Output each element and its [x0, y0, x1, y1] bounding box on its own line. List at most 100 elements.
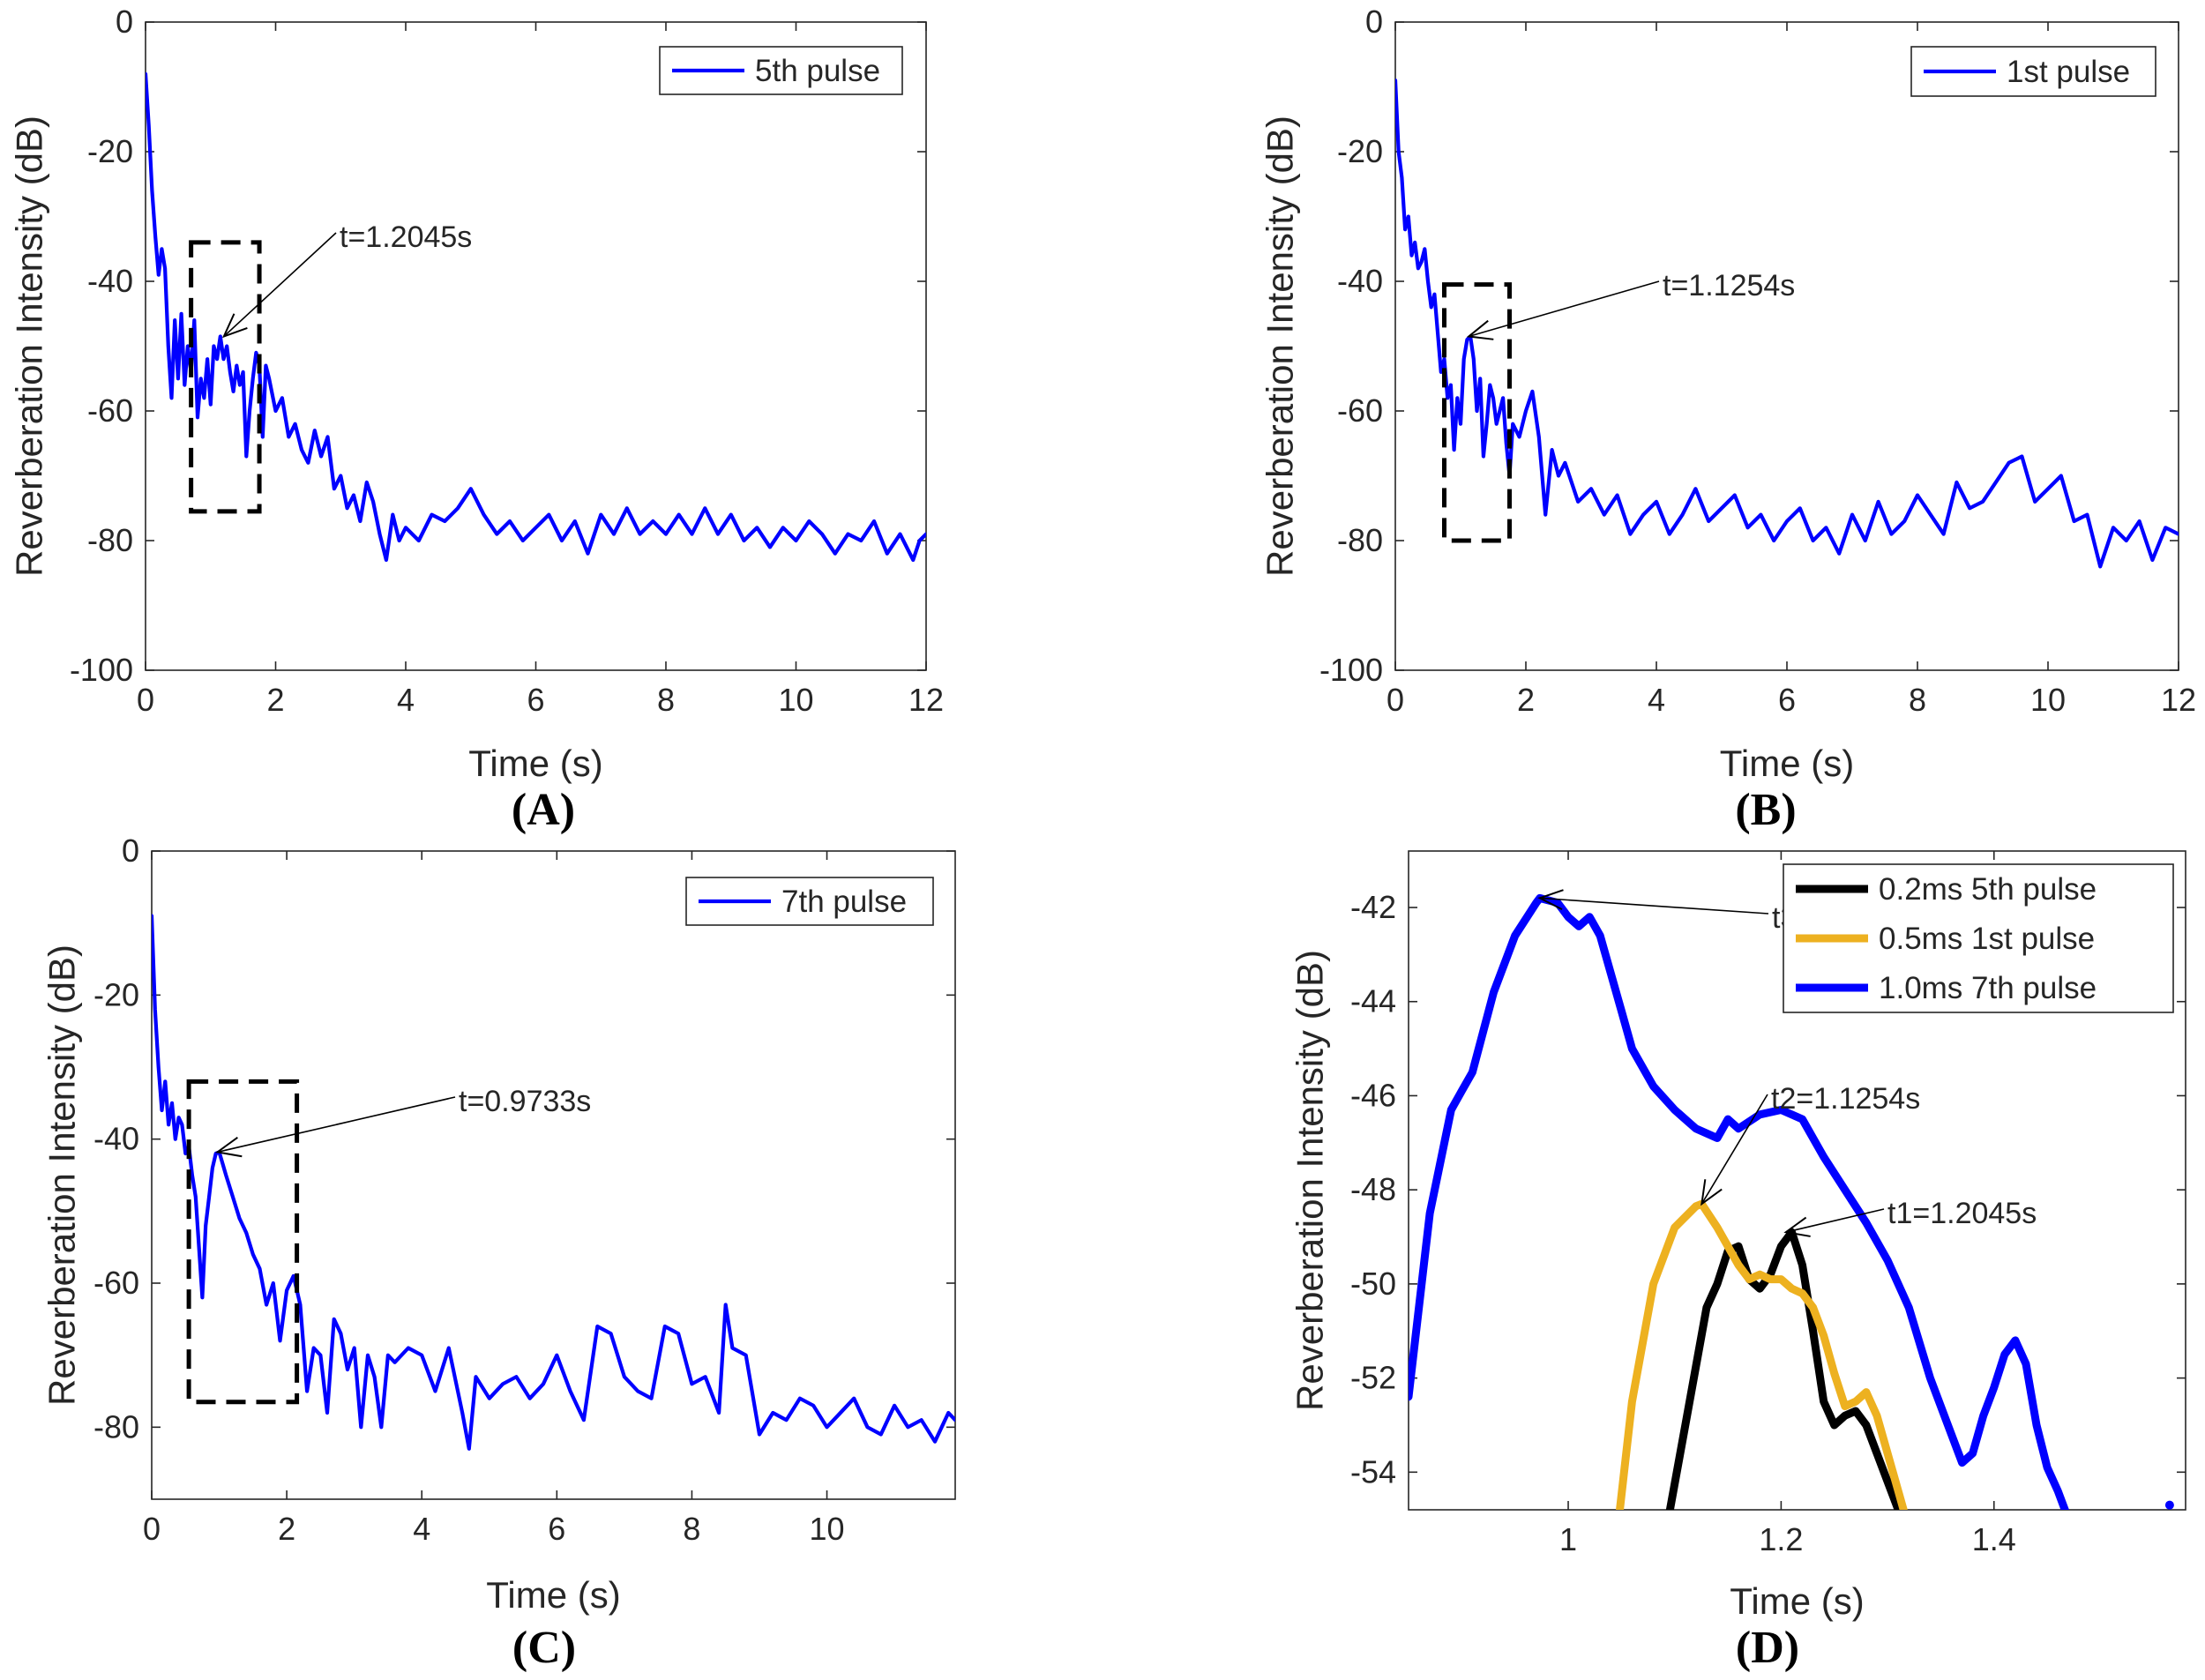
y-tick-label: -40	[1337, 263, 1383, 299]
panel-label: (D)	[1736, 1623, 1799, 1673]
panel-label: (C)	[512, 1623, 576, 1673]
plot-area	[146, 71, 926, 563]
legend-label: 5th pulse	[755, 54, 880, 88]
y-tick-label: -40	[93, 1121, 139, 1157]
y-tick-label: -60	[93, 1265, 139, 1301]
annotation-arrow-line	[1700, 1094, 1768, 1205]
x-tick-label: 6	[527, 682, 544, 718]
y-tick-label: -46	[1350, 1077, 1396, 1113]
x-tick-label: 8	[683, 1511, 700, 1547]
y-tick-label: -80	[87, 522, 133, 558]
y-tick-label: -48	[1350, 1171, 1396, 1207]
legend-label: 0.5ms 1st pulse	[1879, 922, 2095, 956]
y-tick-label: -100	[70, 652, 133, 688]
legend: 7th pulse	[685, 877, 934, 926]
plot-area	[152, 914, 955, 1451]
y-tick-label: 0	[1365, 4, 1383, 40]
y-tick-label: -52	[1350, 1360, 1396, 1396]
legend: 5th pulse	[659, 46, 903, 95]
y-tick-label: -54	[1350, 1453, 1396, 1490]
x-tick-label: 6	[548, 1511, 565, 1547]
annotation-label: t2=1.1254s	[1771, 1082, 1920, 1116]
annotation-arrow-line	[1469, 280, 1660, 338]
y-tick-label: -50	[1350, 1266, 1396, 1302]
annotation-label: t1=1.2045s	[1887, 1197, 2037, 1230]
series-line-1	[1665, 1228, 1902, 1510]
x-tick-label: 8	[657, 682, 675, 718]
annotation-arrow-line	[1785, 1208, 1885, 1233]
x-tick-label: 10	[778, 682, 813, 718]
plot-area	[1409, 893, 2174, 1510]
y-axis-label: Reverberation Intensity (dB)	[1289, 950, 1331, 1411]
x-tick-label: 10	[2030, 682, 2066, 718]
x-tick-label: 2	[266, 682, 284, 718]
y-tick-label: -44	[1350, 983, 1396, 1019]
annotation-arrow-line	[223, 232, 337, 338]
annotation-arrow-head	[215, 1136, 243, 1158]
series-line-2	[1615, 1199, 1908, 1510]
x-tick-label: 1	[1559, 1521, 1577, 1557]
annotation-arrow-line	[1539, 897, 1769, 915]
annotation-label: t=1.2045s	[340, 220, 472, 254]
chart-panel-1: 0 2 4 6 8 10 12 0 -20 -40 -60 -80 -100 Time (s) Reverb…	[9, 4, 944, 835]
y-axis-label: Reverberation Intensity (dB)	[9, 116, 50, 577]
series-line-1	[152, 914, 955, 1451]
x-tick-label: 6	[1778, 682, 1796, 718]
annotation-arrow-head	[1783, 1216, 1811, 1237]
axes-box	[145, 21, 927, 671]
x-tick-label: 1.2	[1759, 1521, 1803, 1557]
annotation-arrow-head	[1466, 319, 1494, 340]
y-tick-label: -60	[1337, 392, 1383, 429]
y-tick-label: -20	[93, 976, 139, 1012]
stray-point	[2164, 1500, 2174, 1510]
y-tick-label: 0	[122, 833, 139, 869]
annotation-label: t=1.1254s	[1663, 269, 1795, 302]
x-tick-label: 4	[1648, 682, 1665, 718]
chart-panel-2: 0 2 4 6 8 10 12 0 -20 -40 -60 -80 -100 Time (s) Reverb…	[1259, 4, 2196, 835]
series-line-1	[146, 71, 926, 563]
series-line-3	[1409, 893, 2069, 1510]
x-tick-label: 4	[413, 1511, 430, 1547]
x-tick-label: 12	[2161, 682, 2196, 718]
annotation-arrow-line	[217, 1096, 456, 1154]
x-tick-label: 10	[810, 1511, 845, 1547]
x-tick-label: 0	[1387, 682, 1404, 718]
y-tick-label: -80	[1337, 522, 1383, 558]
panel-label: (A)	[512, 785, 575, 835]
x-tick-label: 8	[1909, 682, 1926, 718]
annotation-label: t=0.9733s	[459, 1085, 591, 1118]
y-axis-label: Reverberation Intensity (dB)	[41, 945, 83, 1406]
series-line-1	[1395, 78, 2179, 569]
legend-label: 1.0ms 7th pulse	[1879, 971, 2097, 1005]
x-tick-label: 1.4	[1972, 1521, 2016, 1557]
annotation-arrow-head	[1700, 1179, 1723, 1206]
x-tick-label: 12	[908, 682, 944, 718]
legend: 1st pulse	[1910, 46, 2156, 97]
y-tick-label: -42	[1350, 889, 1396, 925]
x-tick-label: 2	[1517, 682, 1535, 718]
y-tick-label: -20	[1337, 133, 1383, 169]
axes-box	[1394, 21, 2179, 671]
chart-panel-4: 1 1.2 1.4 -42 -44 -46 -48 -50 -52 -54 Time (s) Reve…	[1289, 850, 2186, 1673]
annotation-arrow-head	[221, 313, 248, 339]
x-axis-label: Time (s)	[1720, 743, 1854, 784]
x-tick-label: 2	[278, 1511, 295, 1547]
highlight-box	[1442, 282, 1512, 543]
y-tick-label: -60	[87, 392, 133, 429]
x-tick-label: 0	[137, 682, 154, 718]
y-tick-label: -100	[1319, 652, 1383, 688]
plot-area	[1395, 78, 2179, 569]
chart-panel-3: 0 2 4 6 8 10 0 -20 -40 -60 -80 Time (s) Reverberatio…	[41, 833, 956, 1673]
y-tick-label: -40	[87, 263, 133, 299]
x-tick-label: 4	[397, 682, 415, 718]
legend-label: 1st pulse	[2007, 55, 2130, 89]
x-tick-label: 0	[143, 1511, 161, 1547]
y-tick-label: 0	[116, 4, 133, 40]
panel-label: (B)	[1735, 785, 1796, 835]
y-tick-label: -80	[93, 1408, 139, 1445]
highlight-box	[186, 1079, 300, 1405]
y-tick-label: -20	[87, 133, 133, 169]
highlight-box	[189, 240, 262, 514]
annotation-arrow-head	[1537, 889, 1564, 910]
